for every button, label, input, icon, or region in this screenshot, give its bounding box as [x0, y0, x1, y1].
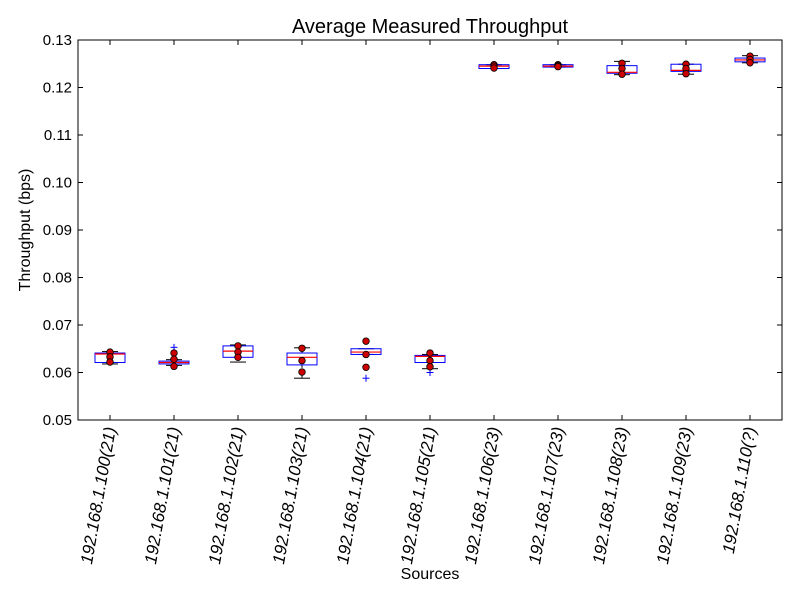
- data-point: [490, 64, 498, 72]
- data-point: [362, 363, 370, 371]
- y-tick-label: 0.05: [43, 412, 72, 429]
- data-point: [234, 353, 242, 361]
- data-point: [426, 356, 434, 365]
- data-point: [298, 344, 306, 352]
- x-category-label: 192.168.1.102(21): [205, 425, 248, 565]
- x-category-label: 192.168.1.108(23): [589, 425, 632, 565]
- x-category-label: 192.168.1.106(23): [461, 425, 504, 565]
- data-point: [746, 59, 754, 67]
- data-point: [362, 350, 370, 359]
- y-tick-label: 0.06: [43, 365, 72, 382]
- data-point: [298, 368, 306, 376]
- y-axis-label: Throughput (bps): [17, 169, 34, 292]
- y-tick-label: 0.13: [43, 32, 72, 49]
- data-point: [106, 358, 114, 366]
- data-point: [234, 342, 242, 350]
- y-tick-label: 0.09: [43, 222, 72, 239]
- x-axis-label: Sources: [401, 566, 460, 583]
- y-tick-label: 0.12: [43, 80, 72, 97]
- data-point: [298, 356, 306, 365]
- y-tick-label: 0.07: [43, 317, 72, 334]
- plot-layer: 0.05 0.06 0.07 0.08 0.09 0.10 0.11 0.12 0.13 192.…: [43, 32, 783, 566]
- y-tick-label: 0.11: [44, 127, 72, 144]
- data-point: [426, 349, 434, 357]
- data-point: [170, 355, 178, 363]
- x-category-label: 192.168.1.109(23): [653, 425, 696, 565]
- data-point: [426, 363, 434, 371]
- data-point: [362, 337, 370, 345]
- x-category-label: 192.168.1.100(21): [77, 425, 120, 565]
- x-category-label: 192.168.1.104(21): [333, 425, 376, 565]
- data-point: [682, 70, 690, 78]
- data-point: [618, 70, 626, 78]
- x-category-label: 192.168.1.107(23): [525, 425, 568, 565]
- x-category-label: 192.168.1.101(21): [141, 425, 184, 565]
- x-category-label: 192.168.1.110(?): [719, 425, 760, 555]
- y-tick-label: 0.08: [43, 270, 72, 287]
- chart-title: Average Measured Throughput: [292, 16, 569, 38]
- data-point: [554, 62, 562, 71]
- data-point: [170, 349, 178, 357]
- y-tick-label: 0.10: [43, 175, 72, 192]
- x-category-label: 192.168.1.105(21): [397, 425, 440, 565]
- data-point: [170, 362, 178, 371]
- box-iqr: [286, 352, 318, 366]
- x-category-label: 192.168.1.103(21): [269, 425, 312, 565]
